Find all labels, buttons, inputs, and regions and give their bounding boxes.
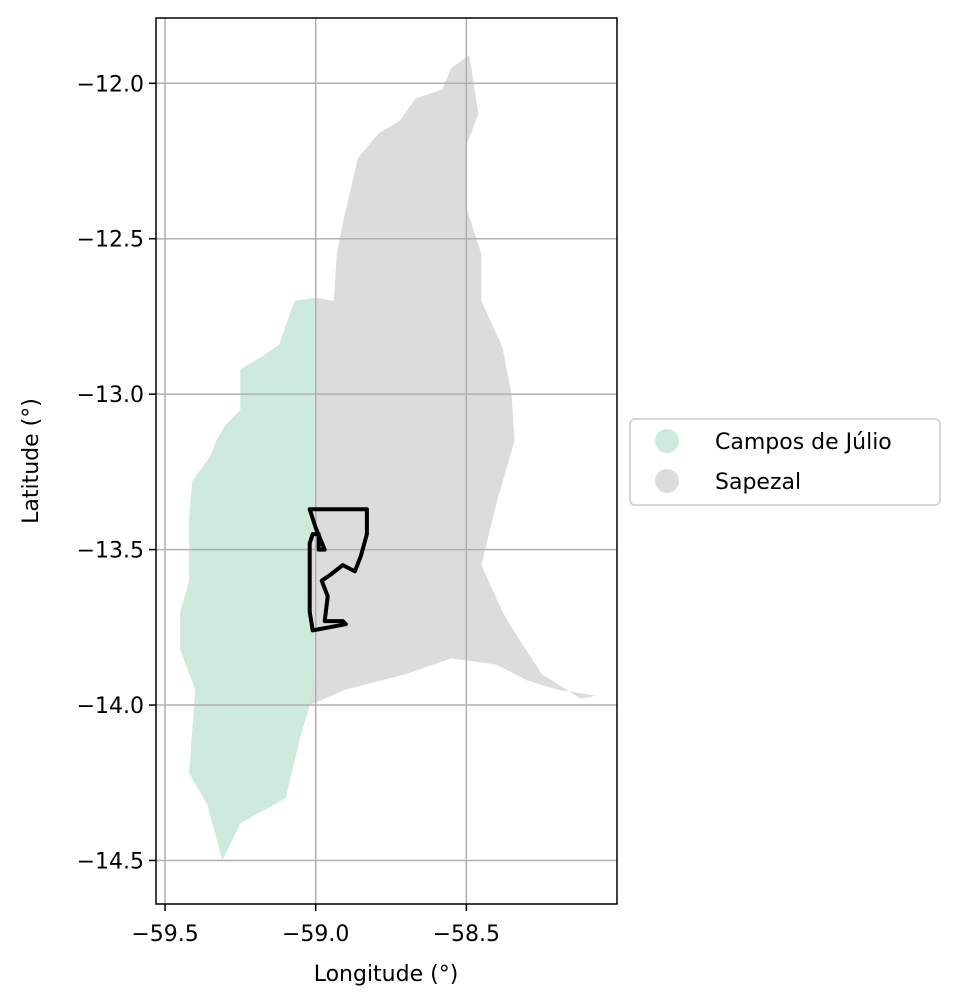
region-campos-de-julio — [180, 297, 316, 861]
legend-box — [629, 418, 941, 506]
y-tick-label: −12.5 — [77, 228, 144, 253]
regions-layer — [180, 55, 596, 861]
study-area-outline — [307, 507, 369, 633]
grid-lines — [156, 18, 617, 904]
legend-label-sapezal: Sapezal — [715, 470, 801, 495]
legend-marker-sapezal — [655, 469, 679, 493]
y-tick-label: −14.0 — [77, 694, 144, 719]
region-sapezal — [309, 55, 596, 706]
y-tick-label: −14.5 — [77, 849, 144, 874]
plot-frame — [155, 17, 618, 905]
legend: Campos de Júlio Sapezal — [629, 418, 941, 506]
y-tick-label: −12.0 — [77, 72, 144, 97]
y-tick-label: −13.0 — [77, 383, 144, 408]
plot-area — [155, 17, 618, 905]
x-axis-label: Longitude (°) — [314, 962, 459, 987]
legend-marker-campos-de-julio — [655, 429, 679, 453]
y-axis-ticks: −12.0 −12.5 −13.0 −13.5 −14.0 −14.5 — [77, 72, 156, 874]
x-tick-label: −58.5 — [433, 922, 500, 947]
x-tick-label: −59.5 — [131, 922, 198, 947]
x-axis-ticks: −59.5 −59.0 −58.5 — [131, 904, 500, 947]
outline-layer — [307, 507, 369, 633]
legend-label-campos-de-julio: Campos de Júlio — [715, 430, 892, 455]
y-axis-label: Latitude (°) — [19, 398, 44, 524]
x-tick-label: −59.0 — [282, 922, 349, 947]
y-tick-label: −13.5 — [77, 539, 144, 564]
